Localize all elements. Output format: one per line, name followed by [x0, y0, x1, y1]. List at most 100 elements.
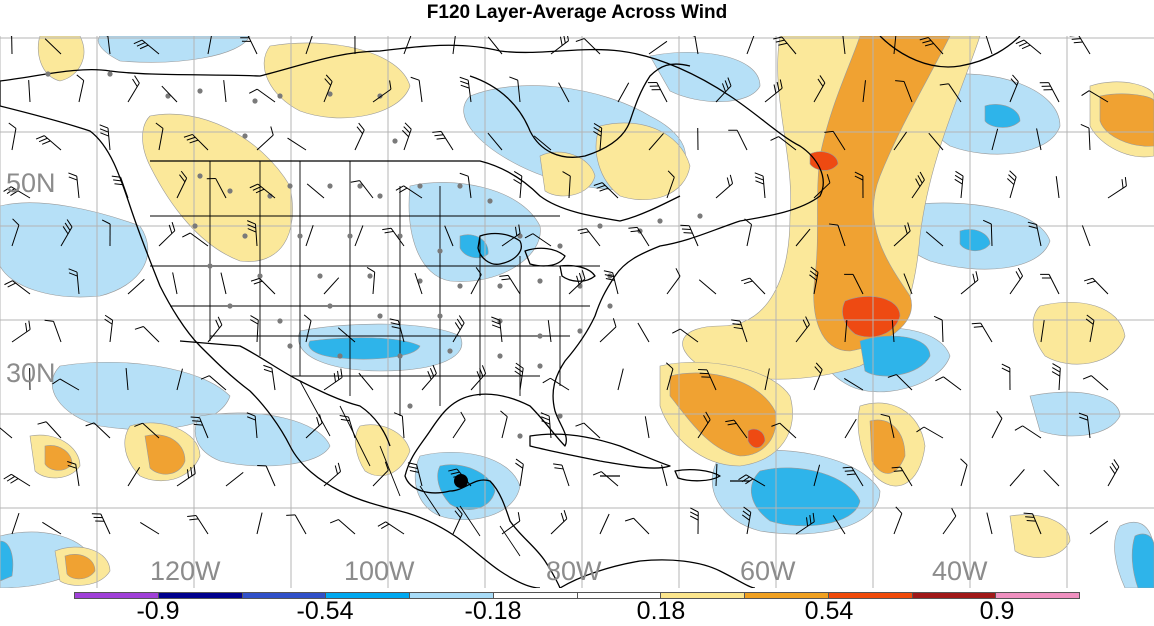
station-dot: [397, 353, 402, 358]
station-dot: [227, 188, 232, 193]
wind-barb: [755, 172, 765, 199]
wind-barb: [411, 76, 422, 103]
wind-barb: [953, 459, 968, 486]
wind-barb: [0, 424, 12, 438]
wind-barb: [1083, 373, 1108, 396]
station-dot: [197, 173, 202, 178]
blue-area-west-gulf: [195, 413, 330, 466]
wind-barb: [416, 365, 439, 390]
station-dot: [417, 183, 422, 188]
station-dot: [287, 183, 292, 188]
wind-barb: [638, 323, 649, 342]
station-dot: [287, 343, 292, 348]
station-dot: [227, 303, 232, 308]
wind-barb: [1084, 275, 1108, 299]
wind-barb: [497, 512, 523, 534]
wind-barb: [36, 133, 61, 156]
wind-barb: [263, 364, 275, 391]
wind-barb: [1016, 37, 1041, 60]
wind-barb: [45, 318, 61, 345]
wind-barb: [739, 219, 752, 246]
wind-barb: [1104, 177, 1130, 198]
wind-barb: [575, 420, 600, 444]
wind-barb: [187, 512, 208, 538]
wind-barb: [348, 123, 366, 150]
wind-barb: [324, 278, 339, 294]
wind-barb: [563, 270, 587, 294]
station-dot: [457, 283, 462, 288]
wind-barb: [545, 510, 569, 534]
wind-barb: [648, 79, 667, 106]
wind-barb: [618, 83, 629, 102]
wind-barb: [1056, 176, 1059, 198]
wind-barb: [162, 86, 177, 102]
wind-barb: [741, 275, 765, 299]
lat-label-30n: 30N: [6, 358, 56, 389]
wind-barb: [71, 75, 84, 102]
station-dot: [45, 71, 50, 76]
wind-barb: [251, 276, 275, 300]
wind-barb: [330, 517, 355, 540]
station-dot: [537, 278, 542, 283]
wind-barb: [972, 320, 992, 346]
wind-barb: [7, 321, 33, 342]
station-dot: [252, 98, 257, 103]
wind-barb: [221, 273, 226, 294]
wind-barb: [202, 317, 225, 342]
wind-barb: [121, 76, 141, 102]
wind-barb: [1010, 469, 1024, 486]
wind-barb: [690, 508, 698, 534]
station-dot: [697, 213, 702, 218]
station-dot: [447, 348, 452, 353]
wind-barb: [887, 507, 904, 534]
wind-barb: [307, 184, 324, 198]
wind-barb: [488, 37, 502, 54]
station-dot: [407, 403, 412, 408]
wind-barb: [340, 413, 355, 440]
wind-barb: [4, 123, 17, 150]
wind-barb: [4, 472, 30, 493]
station-dot: [327, 303, 332, 308]
wind-barb: [140, 522, 159, 534]
wind-barb: [135, 324, 159, 348]
wind-barb: [845, 419, 856, 438]
wind-barb: [404, 36, 412, 54]
station-dot: [577, 328, 582, 333]
wind-barb: [286, 511, 306, 538]
wind-barb: [173, 272, 177, 294]
wind-barb: [595, 318, 619, 342]
wind-barb: [12, 513, 19, 534]
station-dot: [337, 353, 342, 358]
wind-barb: [740, 36, 757, 54]
lat-label-50n: 50N: [6, 168, 56, 199]
station-dot: [367, 273, 372, 278]
wind-barb: [128, 467, 140, 486]
mid-blue-area-se-corner: [1132, 534, 1154, 588]
wind-barb: [1081, 124, 1090, 150]
wind-barb: [1002, 171, 1017, 198]
wind-barb: [1101, 459, 1121, 486]
map-panel: [0, 36, 1154, 588]
wind-barb: [578, 225, 600, 250]
station-dot: [242, 233, 247, 238]
station-dot: [192, 223, 197, 228]
station-dot: [497, 283, 502, 288]
wind-barb: [1070, 36, 1090, 58]
wind-barb: [1051, 364, 1061, 390]
station-dot: [607, 303, 612, 308]
wind-barb: [226, 472, 243, 486]
wind-barb: [1040, 271, 1059, 298]
wind-barb: [1003, 268, 1024, 294]
wind-barb: [699, 280, 716, 294]
wind-barb: [396, 123, 412, 150]
wind-barb: [3, 36, 12, 54]
wind-barb: [1044, 470, 1059, 486]
station-dot: [327, 183, 332, 188]
wind-barb: [249, 87, 275, 109]
highlight-point: [454, 474, 468, 488]
wind-barb: [548, 320, 551, 342]
station-dot: [457, 183, 462, 188]
wind-barb: [1015, 424, 1041, 445]
wind-barb: [1082, 225, 1090, 246]
lon-label-120w: 120W: [150, 556, 221, 587]
